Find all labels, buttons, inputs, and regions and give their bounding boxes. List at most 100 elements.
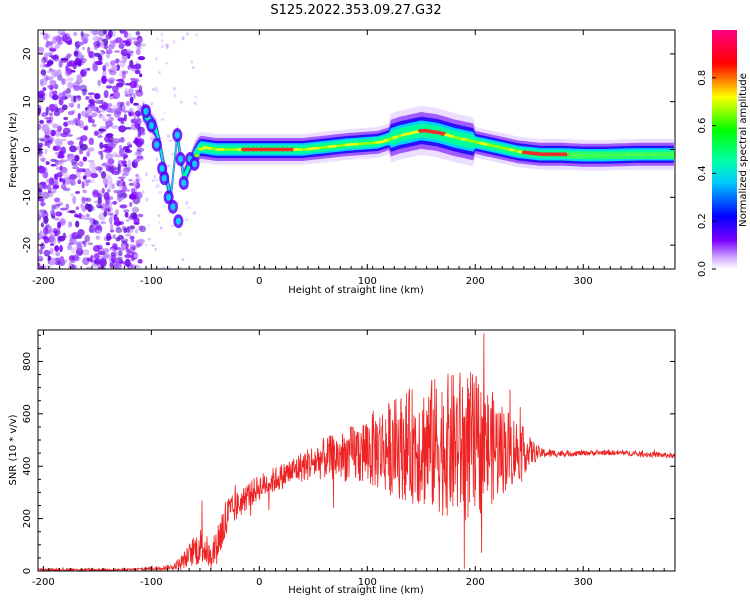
- noise-blob: [88, 226, 95, 234]
- noise-blob: [40, 138, 48, 142]
- ridge-blob-core: [159, 165, 165, 173]
- noise-blob: [52, 227, 57, 231]
- noise-blob: [47, 255, 52, 261]
- noise-blob: [95, 166, 104, 171]
- noise-blob: [119, 204, 128, 209]
- noise-blob: [81, 46, 86, 51]
- noise-blob: [173, 93, 177, 98]
- noise-blob: [52, 184, 60, 190]
- noise-blob: [85, 168, 90, 171]
- noise-blob: [177, 231, 182, 236]
- noise-blob: [127, 51, 131, 60]
- noise-blob: [67, 244, 72, 251]
- noise-blob: [43, 54, 48, 63]
- noise-blob: [109, 223, 114, 232]
- noise-blob: [126, 248, 130, 252]
- y-tick-label: -20: [22, 237, 33, 253]
- snr-series-line: [38, 333, 675, 571]
- noise-blob: [97, 30, 106, 37]
- noise-blob: [133, 254, 139, 259]
- noise-blob: [164, 43, 169, 46]
- noise-blob: [120, 136, 125, 143]
- noise-blob: [124, 127, 132, 130]
- noise-blob: [41, 124, 50, 132]
- noise-blob: [113, 38, 119, 44]
- noise-blob: [80, 68, 88, 77]
- noise-blob: [101, 163, 108, 166]
- noise-blob: [53, 145, 61, 151]
- noise-blob: [124, 166, 132, 171]
- noise-blob: [130, 239, 135, 243]
- noise-blob: [62, 187, 71, 192]
- noise-blob: [155, 184, 160, 187]
- noise-blob: [131, 161, 136, 168]
- noise-blob: [109, 40, 117, 44]
- noise-blob: [88, 137, 95, 146]
- noise-blob: [111, 170, 120, 176]
- noise-blob: [102, 118, 108, 122]
- noise-blob: [44, 224, 48, 232]
- noise-blob: [157, 191, 162, 194]
- noise-blob: [129, 77, 136, 81]
- noise-blob: [44, 117, 52, 120]
- noise-blob: [119, 70, 125, 78]
- noise-blob: [111, 64, 118, 72]
- noise-blob: [42, 87, 47, 91]
- noise-blob: [123, 163, 128, 168]
- noise-blob: [72, 254, 79, 261]
- noise-blob: [69, 173, 77, 181]
- noise-blob: [137, 238, 145, 244]
- noise-blob: [155, 57, 158, 61]
- noise-blob: [145, 172, 148, 177]
- noise-blob: [125, 100, 131, 107]
- noise-blob: [80, 30, 84, 38]
- noise-blob: [76, 146, 81, 151]
- noise-blob: [195, 33, 198, 37]
- noise-blob: [84, 179, 91, 184]
- noise-blob: [41, 235, 48, 240]
- noise-blob: [68, 176, 76, 180]
- noise-blob: [122, 181, 126, 187]
- noise-blob: [47, 84, 51, 89]
- noise-blob: [125, 33, 132, 41]
- noise-blob: [121, 80, 125, 86]
- noise-blob: [44, 225, 53, 234]
- noise-blob: [56, 160, 64, 165]
- noise-blob: [59, 159, 68, 163]
- noise-blob: [54, 173, 59, 181]
- noise-blob: [117, 176, 126, 179]
- noise-blob: [98, 114, 106, 119]
- noise-blob: [113, 110, 122, 118]
- noise-blob: [81, 180, 85, 189]
- colorbar-tick-label: 0.8: [697, 70, 708, 86]
- noise-blob: [123, 113, 127, 122]
- noise-blob: [87, 46, 91, 54]
- noise-blob: [104, 62, 109, 68]
- ridge-tail: [567, 151, 675, 160]
- noise-blob: [125, 233, 131, 237]
- noise-blob: [154, 247, 158, 251]
- noise-blob: [105, 164, 111, 172]
- noise-blob: [124, 155, 128, 158]
- noise-blob: [123, 209, 130, 213]
- noise-blob: [115, 227, 123, 234]
- noise-blob: [172, 86, 176, 91]
- noise-blob: [116, 179, 120, 187]
- noise-blob: [82, 156, 88, 162]
- spectrogram-y-axis-label: Frequency (Hz): [8, 112, 19, 188]
- noise-blob: [87, 242, 94, 246]
- noise-blob: [67, 221, 72, 229]
- noise-blob: [88, 98, 96, 105]
- noise-blob: [96, 110, 101, 114]
- noise-blob: [98, 166, 102, 173]
- noise-blob: [50, 158, 57, 163]
- noise-blob: [126, 226, 131, 233]
- noise-blob: [134, 151, 142, 157]
- noise-blob: [137, 118, 142, 125]
- noise-blob: [123, 227, 128, 234]
- spectrogram-ridge: [140, 99, 675, 229]
- noise-blob: [75, 42, 80, 51]
- noise-blob: [150, 102, 154, 106]
- noise-blob: [65, 40, 71, 44]
